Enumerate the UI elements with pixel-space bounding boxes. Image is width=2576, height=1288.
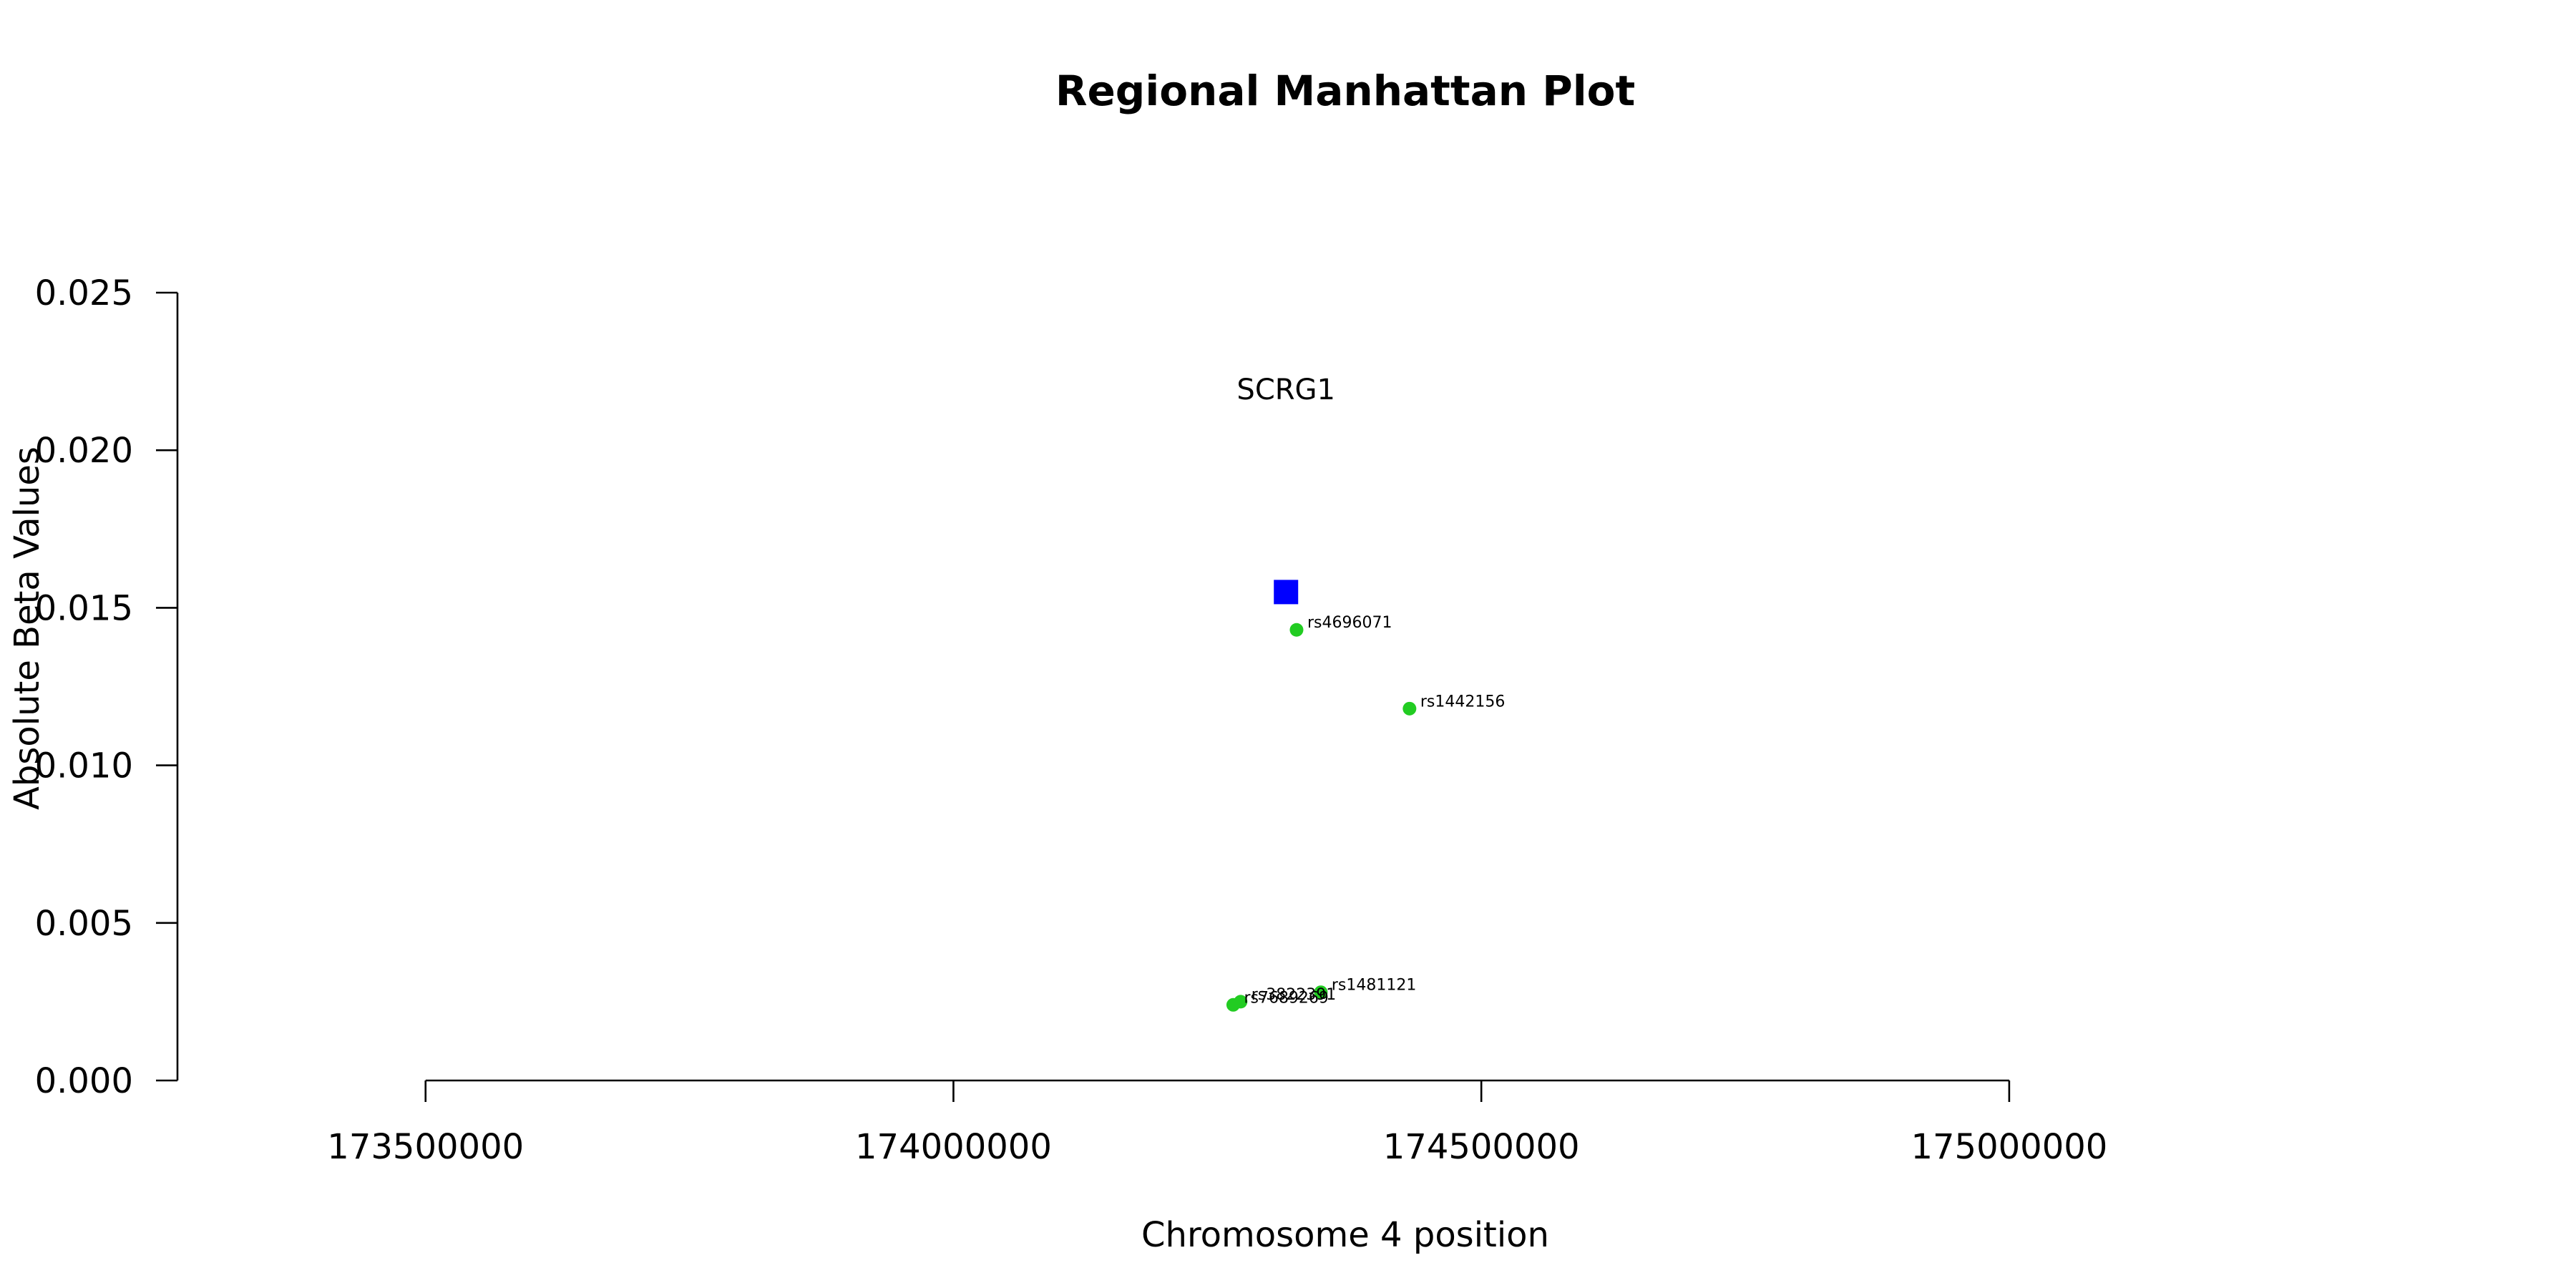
snp-label: rs3822391 (1252, 986, 1337, 1004)
snp-label: rs1481121 (1332, 977, 1417, 995)
snp-label: rs1442156 (1420, 693, 1506, 711)
x-tick-label: 175000000 (1911, 1127, 2107, 1167)
snp-point (1226, 997, 1240, 1012)
snp-label: rs4696071 (1307, 614, 1392, 632)
x-tick-label: 173500000 (327, 1127, 524, 1167)
y-tick-label: 0.005 (35, 904, 133, 944)
y-tick-label: 0.025 (35, 273, 133, 313)
chart-title: Regional Manhattan Plot (1055, 67, 1635, 115)
y-tick-label: 0.020 (35, 431, 133, 471)
snp-label: rs7689269 (1244, 989, 1329, 1007)
snp-point (1289, 623, 1304, 637)
y-tick-label: 0.015 (35, 588, 133, 628)
x-axis: 173500000 174000000 174500000 175000000 (327, 1079, 2107, 1167)
x-tick-label: 174000000 (855, 1127, 1052, 1167)
plot-marks: SCRG1 rs4696071 rs1442156 rs1481121rs382239… (1226, 374, 1505, 1012)
x-axis-title: Chromosome 4 position (1141, 1215, 1549, 1255)
snp-point (1314, 985, 1328, 1000)
x-tick-label: 174500000 (1383, 1127, 1580, 1167)
y-axis: 0.000 0.005 0.010 0.015 0.020 0.025 (35, 273, 179, 1101)
y-axis-title: Absolute Beta Values (7, 447, 47, 810)
gene-label: SCRG1 (1236, 374, 1335, 406)
gene-marker (1274, 580, 1299, 605)
y-tick-label: 0.000 (35, 1061, 133, 1101)
y-tick-label: 0.010 (35, 746, 133, 786)
snp-point (1402, 701, 1417, 716)
